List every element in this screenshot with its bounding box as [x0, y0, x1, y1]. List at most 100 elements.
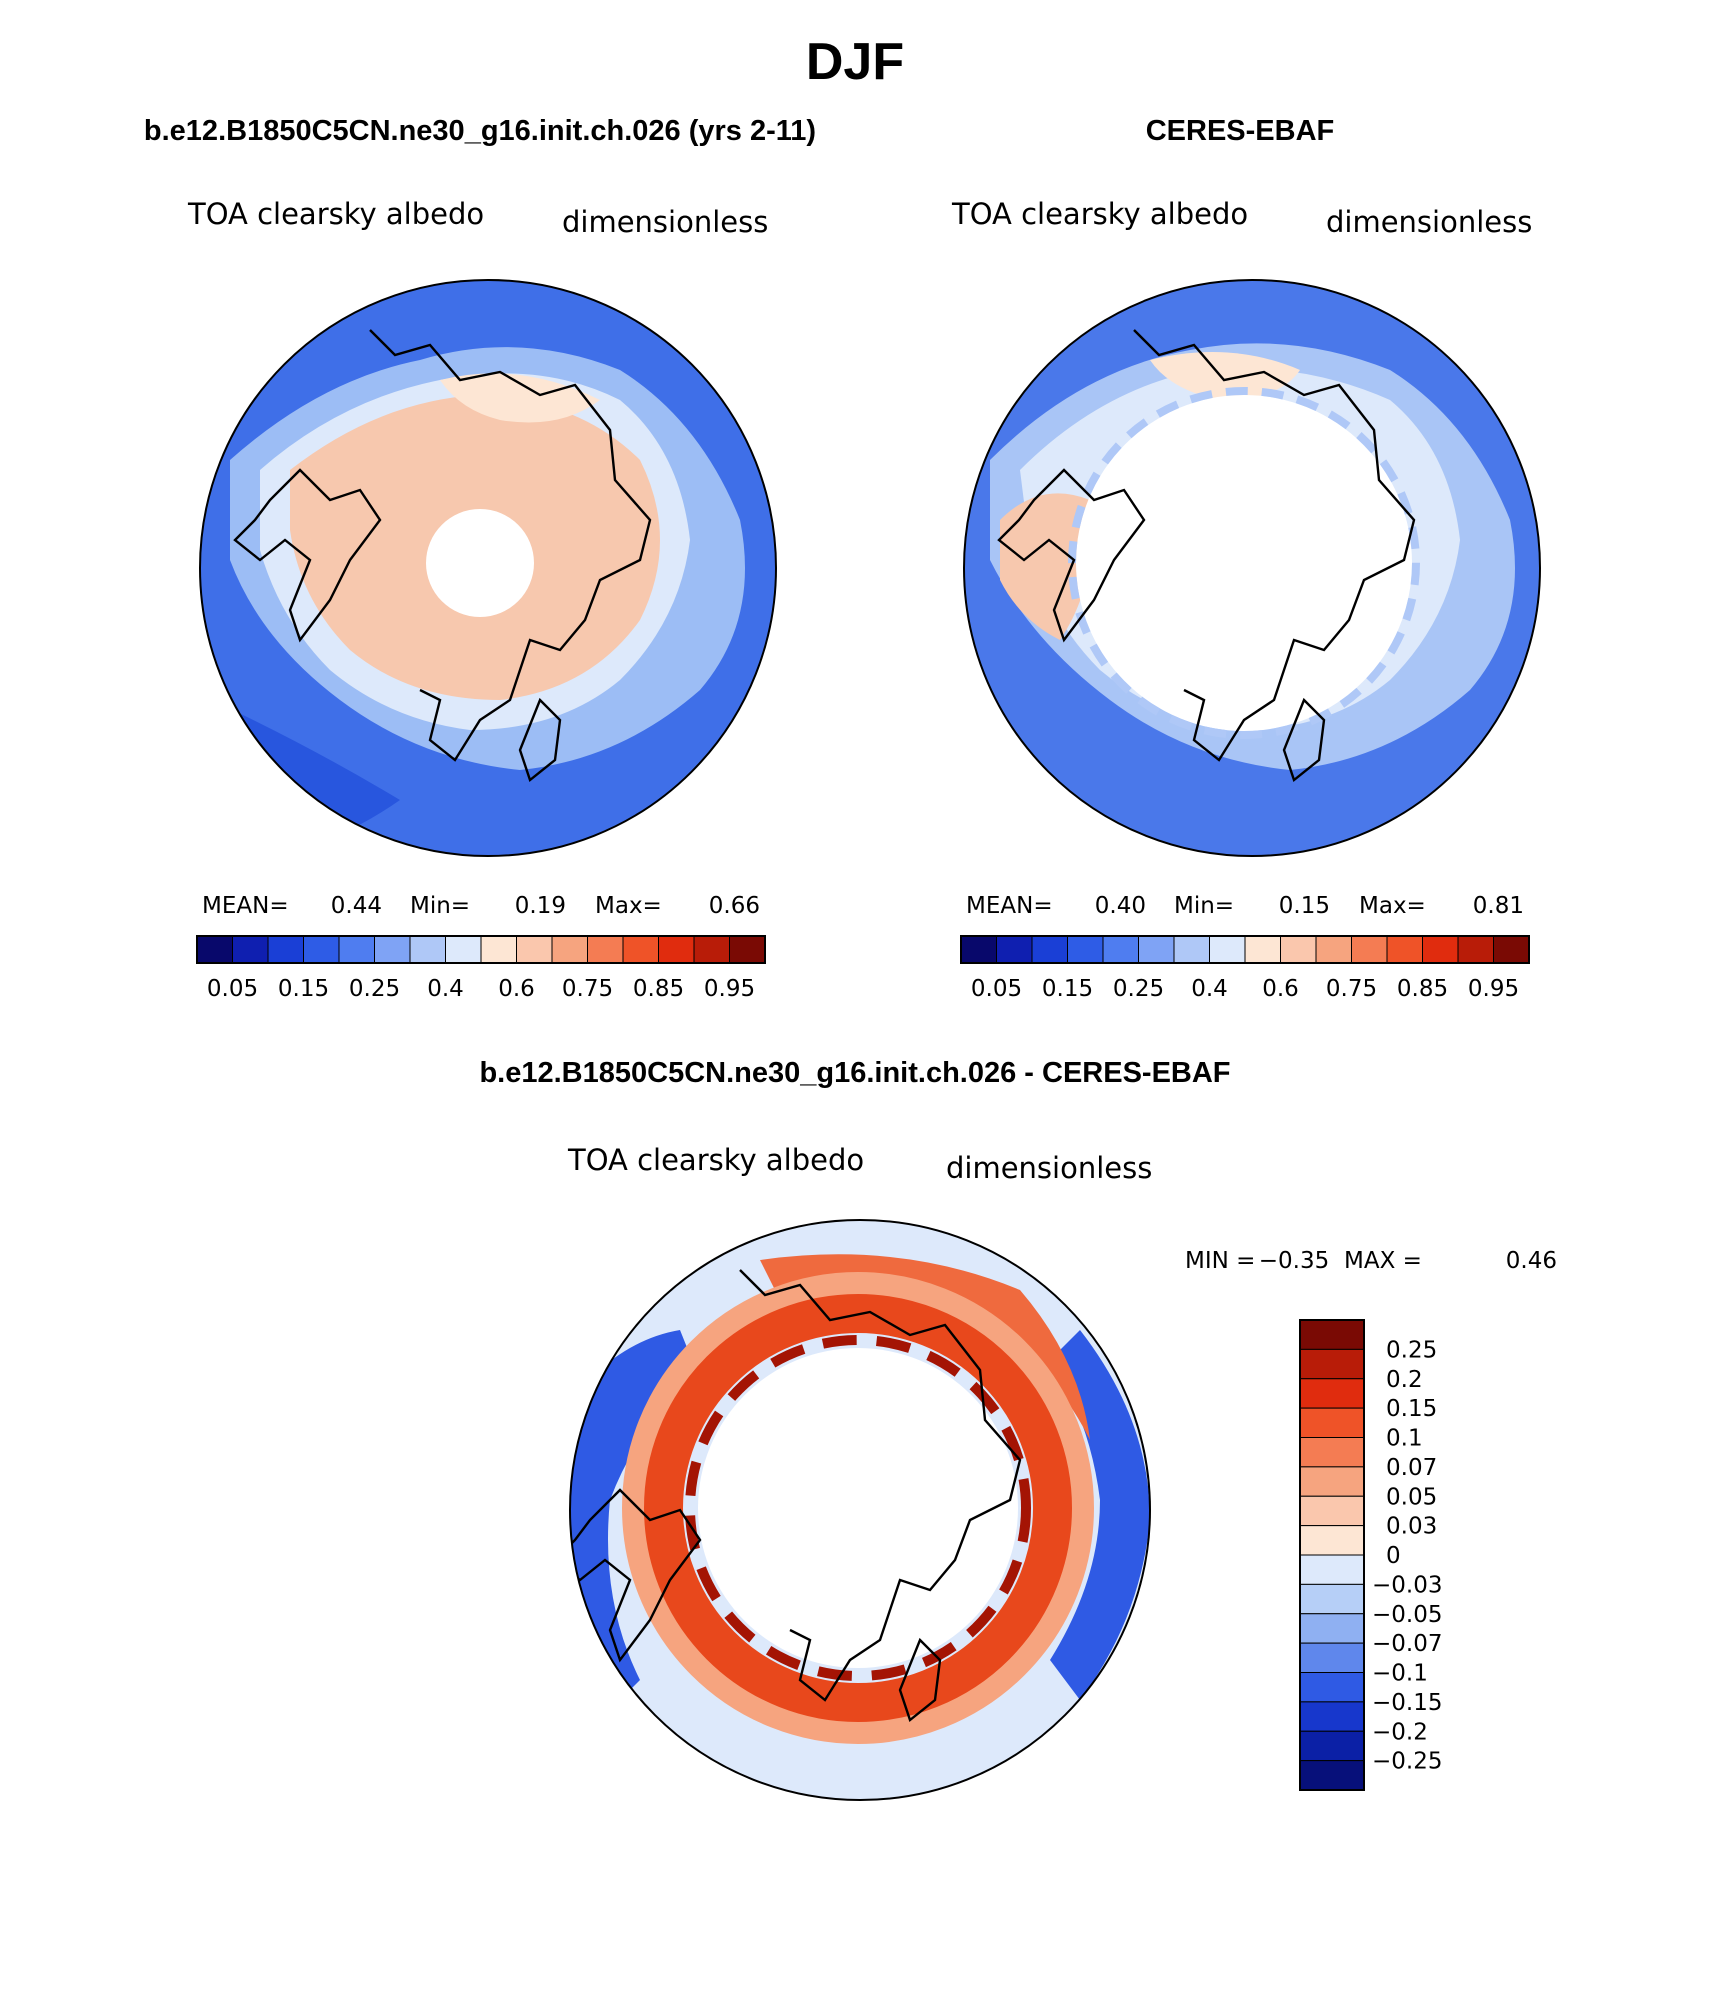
diff-colorbar-swatch [1299, 1672, 1365, 1703]
diff-map-dark-red-dashes [685, 1335, 1031, 1681]
model-colorbar-swatch [196, 935, 233, 964]
obs-colorbar-tick-label: 0.95 [1468, 976, 1519, 1002]
diff-colorbar-tick-label: −0.03 [1372, 1572, 1442, 1598]
obs-colorbar-swatch [1138, 935, 1175, 964]
obs-colorbar-tick-label: 0.75 [1326, 976, 1377, 1002]
obs-max-label: Max= [1359, 893, 1426, 919]
obs-polar-map [963, 279, 1541, 857]
obs-min-value: 0.15 [1279, 893, 1330, 919]
diff-colorbar-tick-label: 0.05 [1386, 1484, 1437, 1510]
obs-colorbar-tick-label: 0.6 [1262, 976, 1299, 1002]
diff-colorbar-swatch [1299, 1583, 1365, 1615]
obs-colorbar-swatch [1351, 935, 1388, 964]
model-units-label: dimensionless [562, 205, 768, 239]
model-colorbar-swatch [338, 935, 375, 964]
diff-colorbar-tick-label: −0.1 [1372, 1661, 1428, 1687]
model-colorbar-swatch [658, 935, 695, 964]
model-colorbar-swatch [267, 935, 304, 964]
obs-variable-label: TOA clearsky albedo [951, 197, 1248, 231]
model-coastlines [233, 329, 652, 783]
diff-colorbar: 0.25 0.2 0.15 0.1 0.07 0.05 0.03 0 −0.03 −0.05 −0.… [1299, 1319, 1442, 1791]
diff-colorbar-swatch [1299, 1348, 1365, 1380]
obs-stats: MEAN= 0.40 Min= 0.15 Max= 0.81 [966, 893, 1524, 919]
obs-colorbar-swatch [1457, 935, 1494, 964]
model-colorbar-swatch [622, 935, 659, 964]
model-colorbar-swatch [445, 935, 482, 964]
diff-polar-map [569, 1219, 1151, 1801]
obs-colorbar-swatch [1173, 935, 1210, 964]
obs-colorbar-swatch [1031, 935, 1068, 964]
obs-map-border [963, 279, 1541, 857]
diff-colorbar-swatch [1299, 1760, 1365, 1791]
model-colorbar-swatch [693, 935, 730, 964]
diff-colorbar-tick-label: 0.07 [1386, 1455, 1437, 1481]
diff-map-red-ring [643, 1293, 1073, 1723]
obs-colorbar-tick-label: 0.05 [971, 976, 1022, 1002]
model-mean-label: MEAN= [202, 893, 289, 919]
model-max-label: Max= [595, 893, 662, 919]
diff-min-label: MIN = [1185, 1248, 1255, 1274]
model-colorbar-swatch [409, 935, 446, 964]
obs-colorbar-swatch [996, 935, 1033, 964]
model-map-pale-patch [440, 373, 600, 423]
obs-units-label: dimensionless [1326, 205, 1532, 239]
obs-colorbar-swatch [1386, 935, 1423, 964]
season-title: DJF [805, 33, 905, 91]
obs-colorbar-swatch [1067, 935, 1104, 964]
model-colorbar-swatch [374, 935, 411, 964]
model-panel-title: b.e12.B1850C5CN.ne30_g16.init.ch.026 (yr… [144, 115, 816, 147]
obs-colorbar-tick-label: 0.85 [1397, 976, 1448, 1002]
model-colorbar-swatch [551, 935, 588, 964]
obs-map-warm-patch [1000, 493, 1092, 640]
obs-colorbar-swatch [960, 935, 997, 964]
obs-colorbar-frame [960, 935, 1530, 964]
diff-colorbar-swatch [1299, 1466, 1365, 1497]
obs-coastlines [997, 329, 1416, 783]
obs-colorbar-tick-label: 0.15 [1042, 976, 1093, 1002]
obs-mean-value: 0.40 [1095, 893, 1146, 919]
diff-colorbar-tick-label: 0 [1386, 1543, 1401, 1569]
model-colorbar-tick-label: 0.85 [633, 976, 684, 1002]
obs-colorbar-swatch [1315, 935, 1352, 964]
diff-colorbar-tick-label: −0.05 [1372, 1602, 1442, 1628]
diff-map-east-blue-band [1050, 1330, 1150, 1700]
obs-panel-title: CERES-EBAF [1146, 115, 1335, 147]
model-colorbar-swatch [232, 935, 269, 964]
diff-colorbar-swatch [1299, 1378, 1365, 1409]
diff-units-label: dimensionless [946, 1151, 1152, 1185]
obs-polar-gap [1076, 395, 1412, 731]
diff-colorbar-swatch [1299, 1495, 1365, 1527]
diff-map-outer-warm-ring [622, 1272, 1094, 1744]
diff-colorbar-tick-label: −0.25 [1372, 1749, 1442, 1775]
model-colorbar-swatch [516, 935, 553, 964]
obs-colorbar-tick-label: 0.4 [1191, 976, 1228, 1002]
diff-colorbar-frame [1299, 1319, 1365, 1791]
model-colorbar-tick-label: 0.4 [427, 976, 464, 1002]
diff-colorbar-tick-label: −0.15 [1372, 1690, 1442, 1716]
model-colorbar-tick-label: 0.95 [704, 976, 755, 1002]
model-colorbar-tick-label: 0.05 [207, 976, 258, 1002]
model-polar-map [199, 279, 777, 857]
model-colorbar-tick-label: 0.15 [278, 976, 329, 1002]
obs-colorbar-swatch [1102, 935, 1139, 964]
diff-coastlines [570, 1269, 1022, 1723]
obs-mean-label: MEAN= [966, 893, 1053, 919]
diff-colorbar-tick-label: 0.15 [1386, 1396, 1437, 1422]
diff-polar-gap [698, 1348, 1018, 1668]
model-map-border [199, 279, 777, 857]
diff-colorbar-swatch [1299, 1407, 1365, 1438]
diff-colorbar-tick-label: 0.25 [1386, 1337, 1437, 1363]
diff-colorbar-swatch [1299, 1642, 1365, 1673]
obs-colorbar: 0.05 0.15 0.25 0.4 0.6 0.75 0.85 0.95 [960, 935, 1530, 1002]
diff-colorbar-swatch [1299, 1525, 1365, 1556]
model-colorbar-tick-label: 0.25 [349, 976, 400, 1002]
diff-colorbar-swatch [1299, 1437, 1365, 1468]
model-variable-label: TOA clearsky albedo [187, 197, 484, 231]
model-colorbar-frame [196, 935, 766, 964]
diff-panel-title: b.e12.B1850C5CN.ne30_g16.init.ch.026 - C… [479, 1057, 1230, 1089]
obs-colorbar-swatch [1244, 935, 1281, 964]
model-polar-gap [426, 509, 534, 617]
diff-colorbar-tick-label: −0.07 [1372, 1631, 1442, 1657]
diff-colorbar-tick-label: 0.2 [1386, 1367, 1423, 1393]
diff-colorbar-swatch [1299, 1613, 1365, 1644]
